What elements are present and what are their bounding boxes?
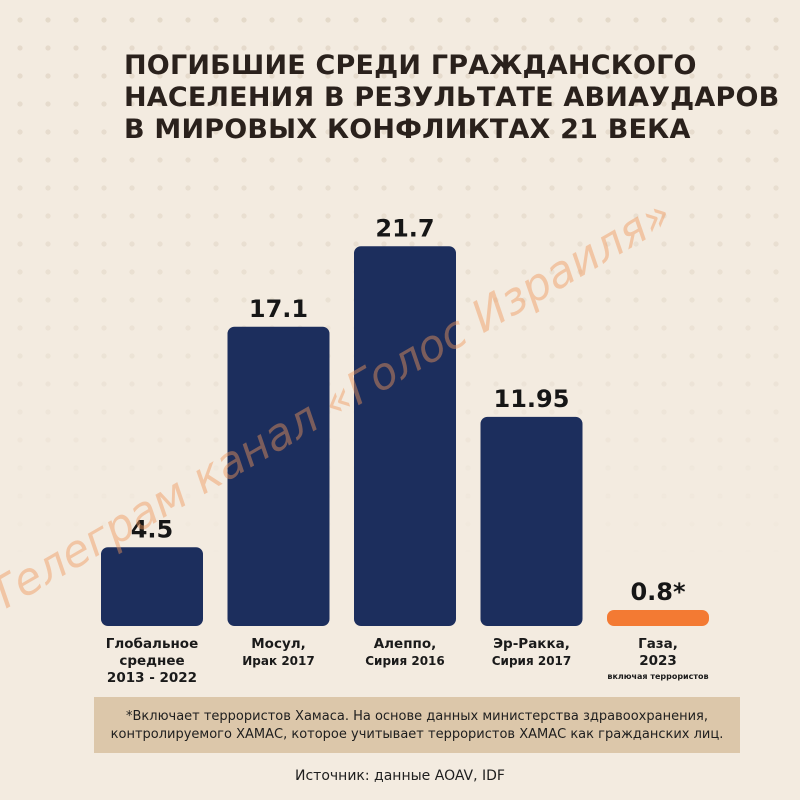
- category-label-2-line-1: Мосул,: [251, 636, 306, 652]
- value-label-1: 4.5: [131, 515, 174, 543]
- chart-title: ПОГИБШИЕ СРЕДИ ГРАЖДАНСКОГО НАСЕЛЕНИЯ В …: [124, 50, 780, 146]
- bar-1: [101, 547, 203, 626]
- title-line-1: ПОГИБШИЕ СРЕДИ ГРАЖДАНСКОГО: [124, 50, 697, 81]
- category-label-1-line-1: Глобальное: [106, 636, 198, 652]
- bar-5: [607, 610, 709, 626]
- category-sublabel-3: Сирия 2016: [365, 654, 445, 668]
- footnote-text: *Включает террористов Хамаса. На основе …: [110, 709, 724, 742]
- value-label-5: 0.8*: [630, 578, 686, 606]
- category-label-4-line-1: Эр-Ракка,: [493, 636, 570, 652]
- bar-2: [227, 326, 330, 626]
- category-sublabel-5: включая террористов: [607, 672, 708, 681]
- category-label-3-line-1: Алеппо,: [374, 636, 437, 652]
- category-label-5-line-2: 2023: [639, 653, 677, 669]
- title-line-2: НАСЕЛЕНИЯ В РЕЗУЛЬТАТЕ АВИАУДАРОВ: [124, 82, 780, 113]
- category-label-1-line-3: 2013 - 2022: [107, 670, 197, 686]
- category-sublabel-2: Ирак 2017: [242, 654, 314, 668]
- category-label-1-line-2: среднее: [119, 653, 184, 669]
- title-line-3: В МИРОВЫХ КОНФЛИКТАХ 21 ВЕКА: [124, 114, 691, 145]
- value-label-2: 17.1: [249, 295, 308, 323]
- value-label-3: 21.7: [375, 214, 434, 242]
- source-text: Источник: данные AOAV, IDF: [295, 768, 505, 784]
- bar-4: [480, 416, 583, 626]
- category-label-5-line-1: Газа,: [638, 636, 678, 652]
- footnote-box: *Включает террористов Хамаса. На основе …: [94, 697, 740, 753]
- bar-3: [354, 246, 456, 626]
- value-label-4: 11.95: [494, 385, 570, 413]
- category-sublabel-4: Сирия 2017: [492, 654, 572, 668]
